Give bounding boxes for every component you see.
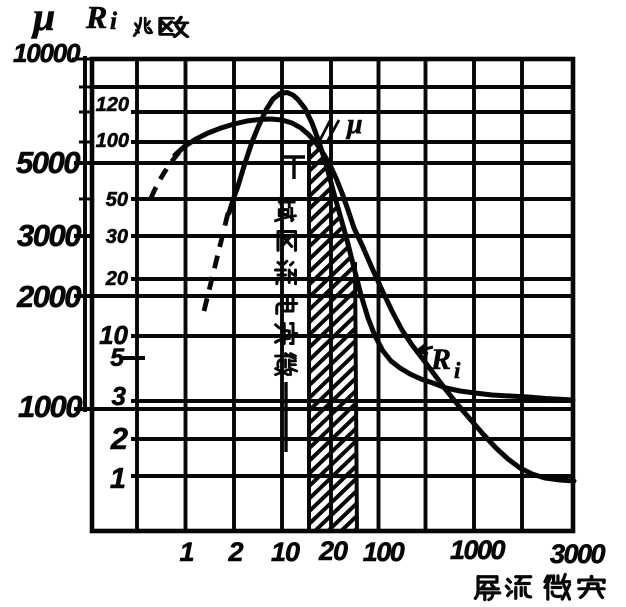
- svg-text:R: R: [430, 343, 451, 376]
- svg-text:μ: μ: [31, 0, 55, 39]
- svg-text:μ: μ: [345, 109, 363, 140]
- svg-text:1000: 1000: [18, 389, 82, 424]
- svg-text:10000: 10000: [13, 38, 81, 68]
- svg-text:50: 50: [106, 189, 128, 211]
- svg-text:3000: 3000: [550, 539, 606, 569]
- svg-text:30: 30: [106, 226, 128, 248]
- svg-text:i: i: [454, 358, 461, 383]
- svg-text:i: i: [110, 8, 117, 35]
- svg-text:R: R: [85, 0, 107, 35]
- svg-text:20: 20: [105, 268, 128, 290]
- svg-text:100: 100: [363, 537, 405, 567]
- svg-text:10: 10: [271, 537, 300, 567]
- svg-text:1: 1: [110, 463, 126, 495]
- svg-text:1: 1: [179, 537, 194, 567]
- svg-text:2: 2: [110, 421, 128, 456]
- svg-text:5000: 5000: [16, 145, 80, 180]
- svg-text:5: 5: [110, 344, 125, 372]
- svg-text:3: 3: [112, 381, 127, 411]
- svg-text:3000: 3000: [17, 218, 81, 253]
- svg-text:100: 100: [96, 130, 129, 152]
- svg-text:2: 2: [227, 537, 243, 567]
- svg-text:10: 10: [99, 320, 128, 350]
- svg-text:120: 120: [96, 94, 129, 116]
- svg-text:1000: 1000: [450, 535, 506, 565]
- svg-text:2000: 2000: [16, 279, 81, 314]
- svg-text:20: 20: [318, 536, 348, 566]
